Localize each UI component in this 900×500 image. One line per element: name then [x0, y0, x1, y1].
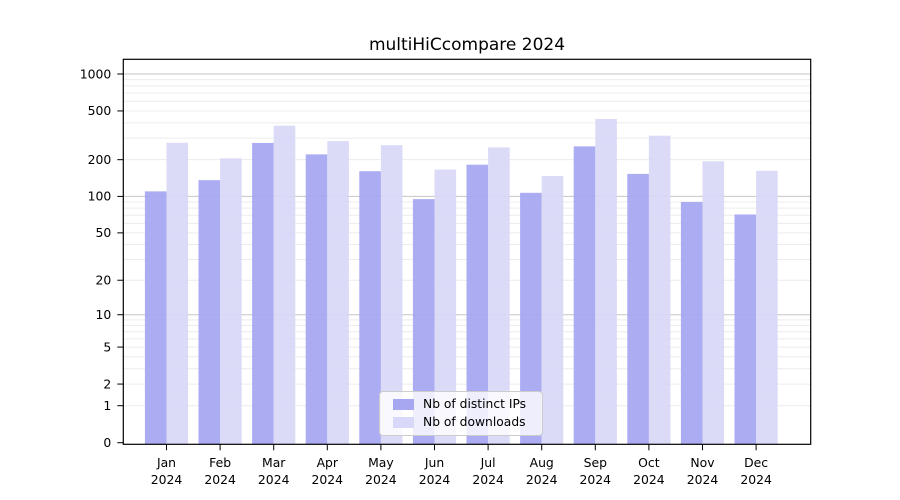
bar-nb-of-downloads-sep [595, 118, 617, 445]
x-tick-label: Feb 2024 [204, 455, 236, 487]
bar-nb-of-distinct-ips-sep [573, 146, 596, 445]
bar-nb-of-distinct-ips-may [359, 171, 381, 445]
x-tick-label: Mar 2024 [258, 455, 290, 487]
bar-nb-of-distinct-ips-oct [627, 173, 649, 445]
x-tick-label: Sep 2024 [580, 455, 612, 487]
bar-nb-of-downloads-dec [756, 170, 778, 445]
y-tick-label: 200 [88, 152, 112, 167]
legend-item-distinct-ips: Nb of distinct IPs [393, 397, 533, 411]
bar-nb-of-distinct-ips-nov [680, 201, 703, 445]
y-tick-label: 500 [88, 103, 112, 118]
y-tick-label: 50 [96, 225, 112, 240]
x-tick-label: Apr 2024 [312, 455, 344, 487]
bar-nb-of-distinct-ips-dec [734, 214, 757, 445]
bar-nb-of-downloads-nov [702, 161, 725, 445]
bar-nb-of-downloads-jul [488, 147, 510, 445]
bar-nb-of-distinct-ips-feb [198, 180, 221, 445]
bar-nb-of-downloads-aug [541, 176, 564, 445]
bar-nb-of-downloads-apr [327, 141, 349, 445]
x-tick-label: Jan 2024 [151, 455, 183, 487]
legend-label-downloads: Nb of downloads [423, 415, 526, 429]
x-tick-label: Nov 2024 [687, 455, 719, 487]
x-tick-label: Oct 2024 [633, 455, 665, 487]
legend-label-distinct-ips: Nb of distinct IPs [423, 397, 527, 411]
legend-item-downloads: Nb of downloads [393, 415, 533, 429]
x-tick-label: Dec 2024 [740, 455, 772, 487]
x-tick-label: Jun 2024 [419, 455, 451, 487]
y-tick-label: 100 [88, 189, 112, 204]
y-tick-label: 20 [96, 273, 112, 288]
x-tick-label: Aug 2024 [526, 455, 558, 487]
bar-nb-of-downloads-feb [220, 158, 242, 445]
plot-frame [122, 58, 812, 445]
legend-swatch-downloads [393, 416, 414, 428]
bar-nb-of-distinct-ips-apr [305, 154, 328, 445]
bar-nb-of-downloads-oct [648, 135, 671, 445]
x-tick-label: May 2024 [365, 455, 397, 487]
bar-nb-of-distinct-ips-mar [252, 142, 274, 445]
x-tick-label: Jul 2024 [472, 455, 504, 487]
y-tick-label: 10 [96, 307, 112, 322]
bar-nb-of-downloads-may [380, 145, 403, 445]
bar-nb-of-distinct-ips-jan [144, 191, 167, 445]
bar-nb-of-distinct-ips-aug [520, 192, 542, 445]
legend: Nb of distinct IPs Nb of downloads [379, 391, 543, 436]
y-tick-label: 0 [103, 435, 111, 450]
bar-nb-of-downloads-mar [273, 125, 296, 445]
y-tick-label: 1 [103, 398, 111, 413]
y-tick-label: 2 [103, 376, 111, 391]
bar-nb-of-downloads-jun [434, 169, 457, 445]
bar-nb-of-distinct-ips-jul [466, 164, 489, 445]
y-tick-label: 1000 [80, 66, 112, 81]
bar-nb-of-downloads-jan [166, 142, 189, 445]
y-tick-label: 5 [103, 339, 111, 354]
bar-nb-of-distinct-ips-jun [412, 199, 435, 445]
legend-swatch-distinct-ips [393, 398, 414, 410]
chart-title: multiHiCcompare 2024 [368, 35, 566, 55]
